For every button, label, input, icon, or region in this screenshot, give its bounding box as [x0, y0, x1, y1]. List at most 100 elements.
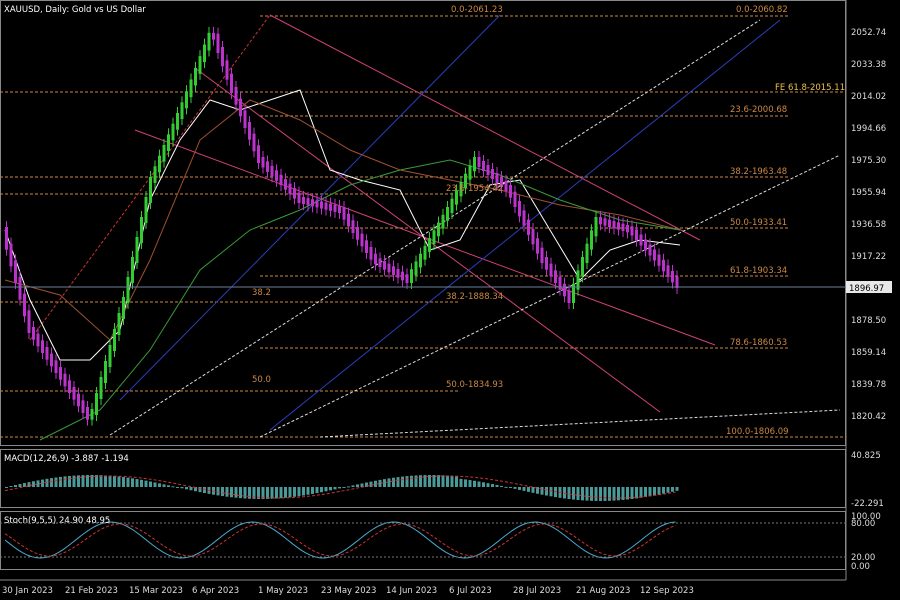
macd-bar	[675, 487, 679, 491]
candle-body	[563, 283, 566, 297]
macd-bar	[540, 487, 544, 495]
macd-bar	[585, 487, 589, 501]
candle-body	[122, 297, 125, 319]
stoch-frame	[0, 511, 846, 570]
candle-body	[342, 207, 346, 220]
candle-body	[180, 102, 184, 119]
macd-bar	[234, 487, 238, 498]
candle-body	[108, 345, 112, 367]
price-tick: 1994.66	[851, 124, 886, 134]
candle-body	[437, 222, 440, 237]
candle-body	[104, 361, 107, 383]
fib-label-236b: 23.6-1954.42	[446, 184, 503, 194]
macd-bar	[351, 485, 355, 487]
macd-bar	[468, 480, 472, 487]
candle-body	[675, 276, 679, 288]
candle-body	[423, 245, 427, 260]
fib-label-500b: 50.0	[252, 375, 271, 385]
candle-body	[194, 67, 197, 86]
candle-body	[257, 145, 260, 163]
trend-dashed-white-1	[109, 19, 761, 436]
macd-bar	[144, 480, 148, 487]
candle-body	[414, 261, 418, 276]
macd-signal	[4, 475, 676, 499]
macd-bar	[284, 487, 287, 498]
candle-body	[338, 205, 341, 213]
candle-body	[639, 234, 643, 246]
macd-bar	[464, 479, 467, 487]
fib-label-fe: FE 61.8-2015.11	[775, 83, 845, 93]
macd-bar	[333, 487, 337, 490]
candle-body	[50, 353, 53, 367]
candle-body	[207, 32, 211, 51]
fib-label-500: 50.0-1933.41	[730, 218, 787, 228]
macd-bar	[567, 487, 571, 500]
macd-bar	[545, 487, 548, 496]
macd-bar	[108, 475, 112, 487]
macd-bar	[504, 486, 508, 488]
macd-bar	[572, 487, 575, 500]
candle-body	[554, 270, 557, 283]
candle-body	[383, 261, 386, 270]
macd-bar	[252, 487, 256, 499]
stoch-level-100: 100.00	[851, 512, 881, 522]
candle-body	[212, 32, 215, 40]
candle-body	[513, 191, 517, 207]
candle-body	[396, 269, 400, 278]
candle-body	[288, 183, 292, 195]
macd-bar	[338, 487, 341, 489]
candle-body	[585, 243, 589, 263]
chart-title: XAUUSD, Daily: Gold vs US Dollar	[4, 5, 146, 15]
macd-bar	[599, 487, 602, 501]
candle-body	[333, 204, 337, 212]
candle-body	[621, 223, 625, 231]
macd-bar	[90, 475, 94, 487]
candle-body	[99, 377, 103, 399]
time-tick: 6 Jul 2023	[449, 586, 492, 596]
macd-bar	[41, 479, 44, 487]
candle-body	[144, 197, 148, 223]
macd-bar	[279, 487, 283, 499]
macd-bar	[104, 475, 107, 487]
fib-label-1000: 100.0-1806.09	[726, 427, 789, 437]
candle-body	[315, 200, 319, 208]
candle-body	[486, 165, 490, 175]
candle-body	[392, 266, 395, 275]
macd-bar	[630, 487, 634, 499]
candle-body	[131, 257, 134, 283]
candle-body	[464, 173, 467, 188]
macd-bar	[185, 487, 188, 490]
macd-bar	[635, 487, 638, 499]
candle-body	[185, 91, 188, 109]
macd-bar	[428, 475, 431, 487]
fib-label-500c: 50.0-1834.93	[446, 380, 503, 390]
time-tick: 14 Jun 2023	[386, 586, 437, 596]
macd-bar	[329, 487, 332, 491]
price-tick: 1859.14	[851, 348, 886, 358]
candle-body	[306, 198, 310, 206]
macd-bar	[342, 487, 346, 488]
macd-bar	[374, 480, 377, 487]
macd-bar	[27, 482, 31, 487]
macd-bar	[149, 481, 152, 487]
candle-body	[14, 260, 17, 283]
candle-body	[284, 179, 287, 190]
candle-body	[590, 230, 593, 250]
candle-body	[558, 277, 562, 290]
channel-mid	[134, 129, 716, 346]
candle-body	[171, 123, 175, 141]
macd-bar	[45, 478, 49, 487]
fib-label-top-left: 0.0-2061.23	[451, 5, 503, 15]
macd-bar	[450, 475, 454, 487]
macd-bar	[657, 487, 661, 495]
macd-bar	[113, 476, 116, 487]
macd-bar	[513, 487, 517, 489]
candle-body	[293, 188, 296, 199]
macd-bar	[455, 476, 458, 487]
price-tick: 1936.58	[851, 220, 886, 230]
price-tick: 1878.50	[851, 316, 886, 326]
candle-body	[581, 257, 584, 277]
macd-bar	[594, 487, 598, 501]
macd-bar	[36, 480, 40, 487]
